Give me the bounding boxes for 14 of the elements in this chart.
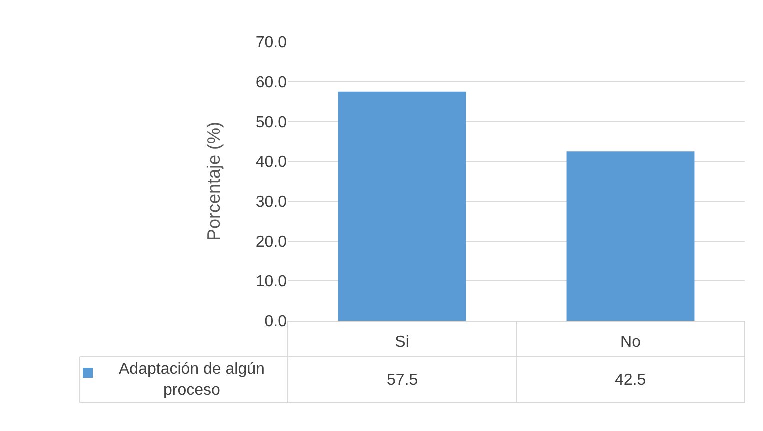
y-tick-label: 20.0 xyxy=(256,234,288,251)
y-tick-label: 0.0 xyxy=(264,314,288,331)
y-tick-label: 70.0 xyxy=(256,34,288,52)
data-label: 57.5 xyxy=(387,372,418,389)
y-tick-label: 40.0 xyxy=(256,154,288,172)
x-tick-label: No xyxy=(620,334,642,352)
x-tick-label: Si xyxy=(395,334,410,352)
y-tick-label: 60.0 xyxy=(256,74,288,92)
legend-label: Adaptación de algún proceso xyxy=(119,361,265,399)
data-label: 42.5 xyxy=(615,372,646,389)
y-tick-label: 50.0 xyxy=(256,114,288,132)
y-tick-label: 10.0 xyxy=(256,274,288,291)
y-tick-label: 30.0 xyxy=(256,194,288,212)
y-axis-title: Porcentaje (%) xyxy=(204,122,224,242)
